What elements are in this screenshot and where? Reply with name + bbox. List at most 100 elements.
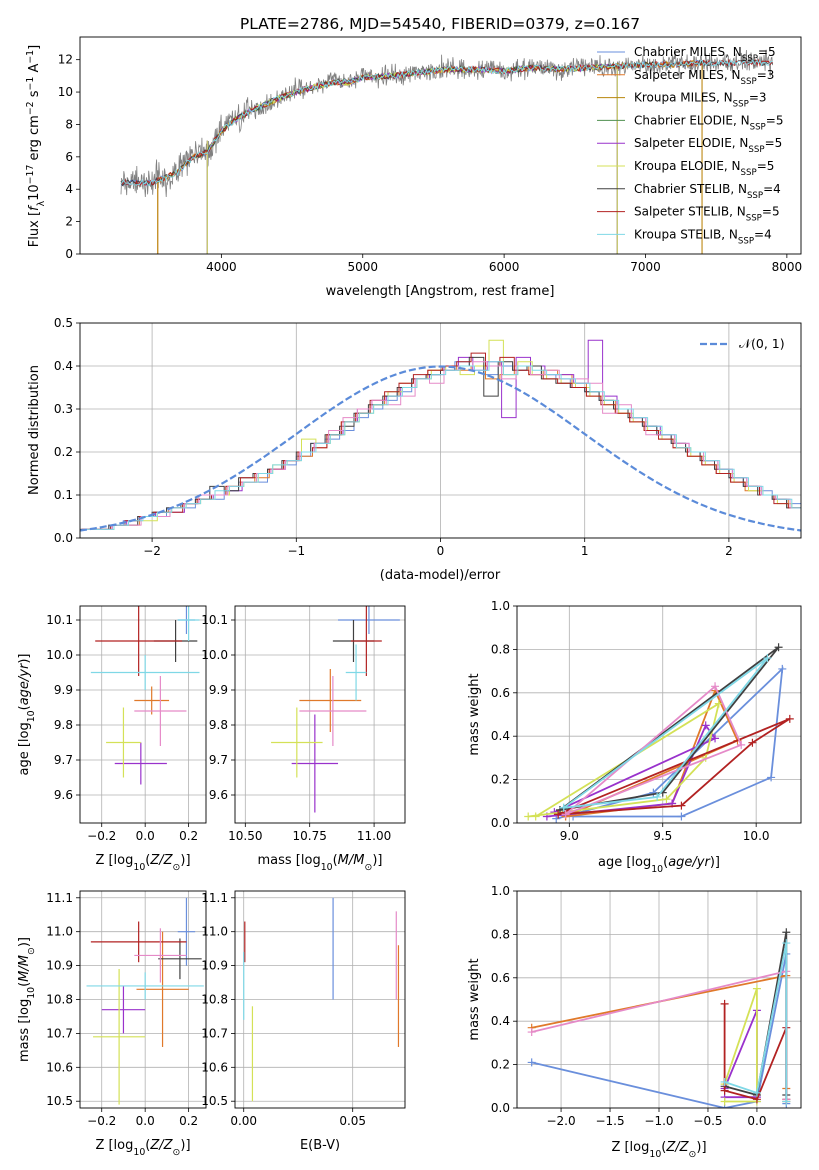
residual-histogram-3	[83, 339, 801, 530]
weight-marker	[527, 1058, 536, 1067]
weight-marker	[711, 682, 720, 691]
axes-frame	[79, 605, 207, 824]
y-tick-label: 10.1	[201, 613, 228, 627]
panel-weight-vs-age: 9.0 9.5 10.0 0.0 0.2 0.4 0.6 0.8 1.0 age [log10(a…	[467, 599, 802, 875]
x-tick-label: 10.75	[293, 829, 327, 843]
x-axis-label: mass [log10(M/M⊙)]	[258, 853, 383, 873]
x-tick-label: 2	[725, 544, 733, 558]
y-tick-label: 10.1	[46, 613, 73, 627]
y-tick-label: 0.0	[491, 1101, 510, 1115]
x-tick-label: 1	[581, 544, 589, 558]
y-tick-label: 10	[58, 85, 73, 99]
x-tick-label: 9.5	[653, 829, 672, 843]
y-tick-label: 9.8	[54, 718, 73, 732]
legend-label-6: Kroupa ELODIE, NSSP=5	[634, 159, 774, 178]
weight-line-8	[724, 942, 788, 1102]
axes-frame	[79, 36, 802, 255]
panel-mass-vs-Z: −0.2 0.0 0.2 10.5 10.6 10.7 10.8 10.9 11.0 11.1 Z …	[17, 890, 207, 1158]
plot-area	[235, 891, 405, 1108]
y-tick-label: 11.1	[201, 891, 228, 905]
y-tick-label: 9.7	[209, 753, 228, 767]
y-axis-label: mass weight	[467, 958, 482, 1040]
y-tick-label: 0	[65, 247, 73, 261]
weight-marker	[677, 801, 686, 810]
x-tick-label: 0	[437, 544, 445, 558]
axes-frame	[516, 605, 802, 824]
x-tick-label: 0.0	[747, 1114, 766, 1128]
weight-line-7	[565, 684, 743, 816]
weight-marker	[720, 1077, 729, 1086]
y-tick-label: 10.7	[46, 1026, 73, 1040]
y-tick-label: 0.3	[54, 402, 73, 416]
weight-marker	[752, 1088, 761, 1097]
weight-marker	[752, 984, 761, 993]
panel-age-vs-Z: −0.2 0.0 0.2 9.6 9.7 9.8 9.9 10.0 10.1 Z [log10(Z…	[17, 605, 207, 873]
residual-histogram-6	[81, 352, 801, 530]
x-tick-label: −0.2	[87, 829, 116, 843]
y-tick-label: 9.8	[209, 718, 228, 732]
figure-title: PLATE=2786, MJD=54540, FIBERID=0379, z=0…	[240, 15, 640, 33]
x-tick-label: 0.00	[230, 1114, 257, 1128]
plot-area	[235, 606, 405, 823]
weight-marker	[763, 654, 772, 663]
y-tick-label: 6	[65, 150, 73, 164]
x-tick-label: 7000	[630, 260, 661, 274]
y-tick-label: 0.0	[54, 531, 73, 545]
legend-label-1: Chabrier MILES, NSSP=5	[634, 45, 776, 64]
legend-label-8: Salpeter STELIB, NSSP=5	[634, 205, 780, 224]
y-tick-label: 2	[65, 215, 73, 229]
weight-marker	[737, 740, 746, 749]
x-tick-label: −0.2	[87, 1114, 116, 1128]
x-axis-label: age [log10(age/yr)]	[598, 855, 720, 875]
x-tick-label: 11.00	[357, 829, 391, 843]
y-tick-label: 0.6	[491, 686, 510, 700]
weight-marker	[774, 643, 783, 652]
y-tick-label: 10.6	[201, 1060, 228, 1074]
y-tick-label: 0.4	[491, 1014, 510, 1028]
axes-frame	[234, 605, 406, 824]
weight-marker	[701, 721, 710, 730]
weight-marker	[720, 999, 729, 1008]
residual-histogram-7	[83, 361, 801, 530]
plot-area	[80, 891, 206, 1108]
y-tick-label: 11.0	[201, 925, 228, 939]
x-axis-label: Z [log10(Z/Z⊙)]	[95, 853, 190, 873]
y-tick-label: 0.0	[491, 816, 510, 830]
y-tick-label: 10.9	[46, 959, 73, 973]
x-axis-label: Z [log10(Z/Z⊙)]	[611, 1140, 706, 1160]
plot-area	[80, 323, 801, 538]
legend-label-4: Chabrier ELODIE, NSSP=5	[634, 113, 783, 132]
y-tick-label: 0.2	[491, 773, 510, 787]
panel-age-vs-mass: 10.50 10.75 11.00 9.6 9.7 9.8 9.9 10.0 10.1 mass …	[201, 605, 406, 873]
weight-marker	[711, 734, 720, 743]
x-tick-label: 9.0	[560, 829, 579, 843]
weight-marker	[649, 788, 658, 797]
y-tick-label: 0.6	[491, 971, 510, 985]
y-tick-label: 10.0	[201, 648, 228, 662]
x-tick-label: −1.0	[644, 1114, 673, 1128]
y-tick-label: 10.0	[46, 648, 73, 662]
weight-marker	[653, 792, 662, 801]
model-line-9	[120, 59, 773, 187]
x-tick-label: −0.5	[693, 1114, 722, 1128]
y-tick-label: 11.0	[46, 925, 73, 939]
x-tick-label: 0.2	[179, 829, 198, 843]
x-tick-label: 10.0	[743, 829, 770, 843]
y-tick-label: 12	[58, 53, 73, 67]
y-axis-label: mass weight	[467, 673, 482, 755]
plot-area	[517, 891, 801, 1108]
weight-marker	[714, 699, 723, 708]
weight-marker	[782, 928, 791, 937]
y-tick-label: 8	[65, 117, 73, 131]
weight-marker	[531, 812, 540, 821]
weight-marker	[677, 812, 686, 821]
legend-label-7: Chabrier STELIB, NSSP=4	[634, 182, 781, 201]
y-tick-label: 11.1	[46, 891, 73, 905]
weight-marker	[527, 1028, 536, 1037]
weight-marker	[524, 812, 533, 821]
weight-marker	[782, 939, 791, 948]
legend-label-9: Kroupa STELIB, NSSP=4	[634, 227, 772, 246]
y-tick-label: 0.8	[491, 927, 510, 941]
y-axis-label: Flux [fλ10−17 erg cm−2 s−1 A−1]	[25, 45, 47, 247]
